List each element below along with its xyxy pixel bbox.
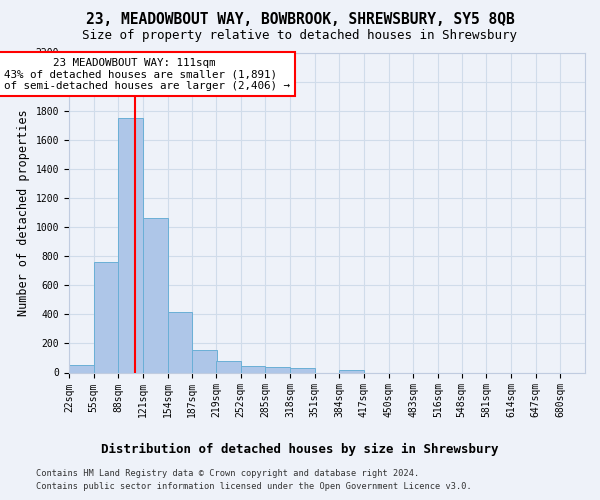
- Bar: [265, 366, 290, 372]
- Bar: [167, 312, 192, 372]
- Text: 23, MEADOWBOUT WAY, BOWBROOK, SHREWSBURY, SY5 8QB: 23, MEADOWBOUT WAY, BOWBROOK, SHREWSBURY…: [86, 12, 514, 28]
- Bar: [216, 361, 241, 372]
- Bar: [143, 218, 167, 372]
- Text: Distribution of detached houses by size in Shrewsbury: Distribution of detached houses by size …: [101, 442, 499, 456]
- Bar: [192, 350, 217, 372]
- Bar: [241, 366, 265, 372]
- Text: Contains public sector information licensed under the Open Government Licence v3: Contains public sector information licen…: [36, 482, 472, 491]
- Y-axis label: Number of detached properties: Number of detached properties: [17, 109, 30, 316]
- Bar: [118, 118, 143, 372]
- Text: Contains HM Land Registry data © Crown copyright and database right 2024.: Contains HM Land Registry data © Crown c…: [36, 468, 419, 477]
- Text: Size of property relative to detached houses in Shrewsbury: Size of property relative to detached ho…: [83, 29, 517, 42]
- Text: 23 MEADOWBOUT WAY: 111sqm
← 43% of detached houses are smaller (1,891)
55% of se: 23 MEADOWBOUT WAY: 111sqm ← 43% of detac…: [0, 58, 290, 91]
- Bar: [69, 364, 94, 372]
- Bar: [94, 262, 118, 372]
- Bar: [340, 370, 364, 372]
- Bar: [290, 368, 314, 372]
